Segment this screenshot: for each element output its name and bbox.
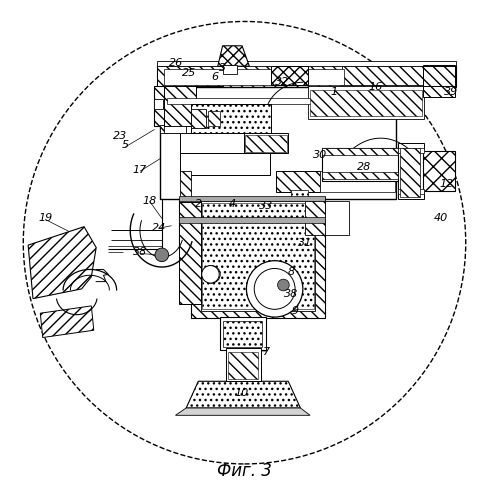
Bar xyxy=(160,87,395,199)
Bar xyxy=(341,66,453,84)
Text: 40: 40 xyxy=(433,214,447,224)
Circle shape xyxy=(201,266,219,283)
Bar xyxy=(166,98,389,104)
Bar xyxy=(423,66,454,86)
Bar xyxy=(222,65,237,74)
Bar xyxy=(191,198,324,318)
Circle shape xyxy=(246,260,302,317)
Bar xyxy=(322,148,397,181)
Bar xyxy=(157,62,455,66)
Circle shape xyxy=(206,270,216,279)
Bar xyxy=(397,189,424,194)
Circle shape xyxy=(254,268,294,310)
Bar xyxy=(201,202,314,311)
Bar xyxy=(271,66,307,84)
Bar xyxy=(397,148,424,153)
Bar xyxy=(423,65,454,97)
Bar xyxy=(225,348,261,382)
Text: 7: 7 xyxy=(262,347,269,357)
Polygon shape xyxy=(186,382,300,408)
Text: 6: 6 xyxy=(211,72,219,83)
Text: 3: 3 xyxy=(219,62,226,72)
Bar xyxy=(153,100,163,109)
Polygon shape xyxy=(28,226,96,298)
Bar xyxy=(179,202,201,304)
Bar xyxy=(397,143,424,199)
Bar xyxy=(180,153,270,174)
Text: 17: 17 xyxy=(133,165,147,175)
Text: Фиг. 3: Фиг. 3 xyxy=(217,462,271,480)
Bar xyxy=(191,104,271,134)
Bar xyxy=(222,320,262,347)
Bar xyxy=(180,170,191,198)
Bar xyxy=(290,190,307,198)
Bar xyxy=(244,134,287,153)
Text: 25: 25 xyxy=(181,68,195,78)
Text: 33: 33 xyxy=(259,201,273,211)
Text: 10: 10 xyxy=(234,388,249,398)
Bar xyxy=(207,112,220,126)
Text: 19: 19 xyxy=(38,214,52,224)
Bar xyxy=(164,68,344,84)
Circle shape xyxy=(277,279,288,291)
Text: 23: 23 xyxy=(113,130,127,140)
Bar xyxy=(307,86,424,118)
Bar xyxy=(399,148,419,196)
Polygon shape xyxy=(217,46,249,66)
Text: 9: 9 xyxy=(291,306,299,316)
Text: 12: 12 xyxy=(438,180,452,190)
Bar xyxy=(227,352,258,380)
Polygon shape xyxy=(175,408,309,416)
Bar xyxy=(245,135,286,152)
Bar xyxy=(160,124,179,134)
Bar xyxy=(276,171,319,192)
Circle shape xyxy=(155,248,168,262)
Bar xyxy=(309,90,421,117)
Text: 18: 18 xyxy=(142,196,157,206)
Text: 8: 8 xyxy=(286,267,294,277)
Bar xyxy=(201,204,313,310)
Text: 28: 28 xyxy=(356,162,370,172)
Bar xyxy=(157,65,455,87)
Text: 24: 24 xyxy=(152,223,166,233)
Bar xyxy=(153,86,179,126)
Text: 30: 30 xyxy=(312,150,326,160)
Polygon shape xyxy=(40,306,94,338)
Text: 39: 39 xyxy=(443,87,457,97)
Text: 16: 16 xyxy=(368,82,382,92)
Text: 32: 32 xyxy=(275,78,289,88)
Bar xyxy=(180,134,260,153)
Bar xyxy=(324,202,348,235)
Circle shape xyxy=(202,266,220,283)
Bar xyxy=(220,316,266,350)
Bar xyxy=(322,148,397,155)
Bar xyxy=(319,171,394,192)
Bar xyxy=(423,151,454,190)
Bar xyxy=(164,126,186,134)
Text: 5: 5 xyxy=(122,140,129,150)
Text: 4: 4 xyxy=(228,199,235,209)
Bar xyxy=(164,86,196,126)
Text: 31: 31 xyxy=(298,238,312,248)
Bar xyxy=(179,196,324,202)
Text: 38: 38 xyxy=(283,289,297,299)
Bar xyxy=(322,172,397,180)
Bar xyxy=(179,218,324,224)
Bar xyxy=(157,66,222,86)
Bar xyxy=(191,109,205,128)
Text: 38: 38 xyxy=(133,248,147,258)
Text: 1: 1 xyxy=(330,87,337,97)
Bar xyxy=(305,202,324,235)
Text: 26: 26 xyxy=(169,58,183,68)
Text: 2: 2 xyxy=(194,199,202,209)
